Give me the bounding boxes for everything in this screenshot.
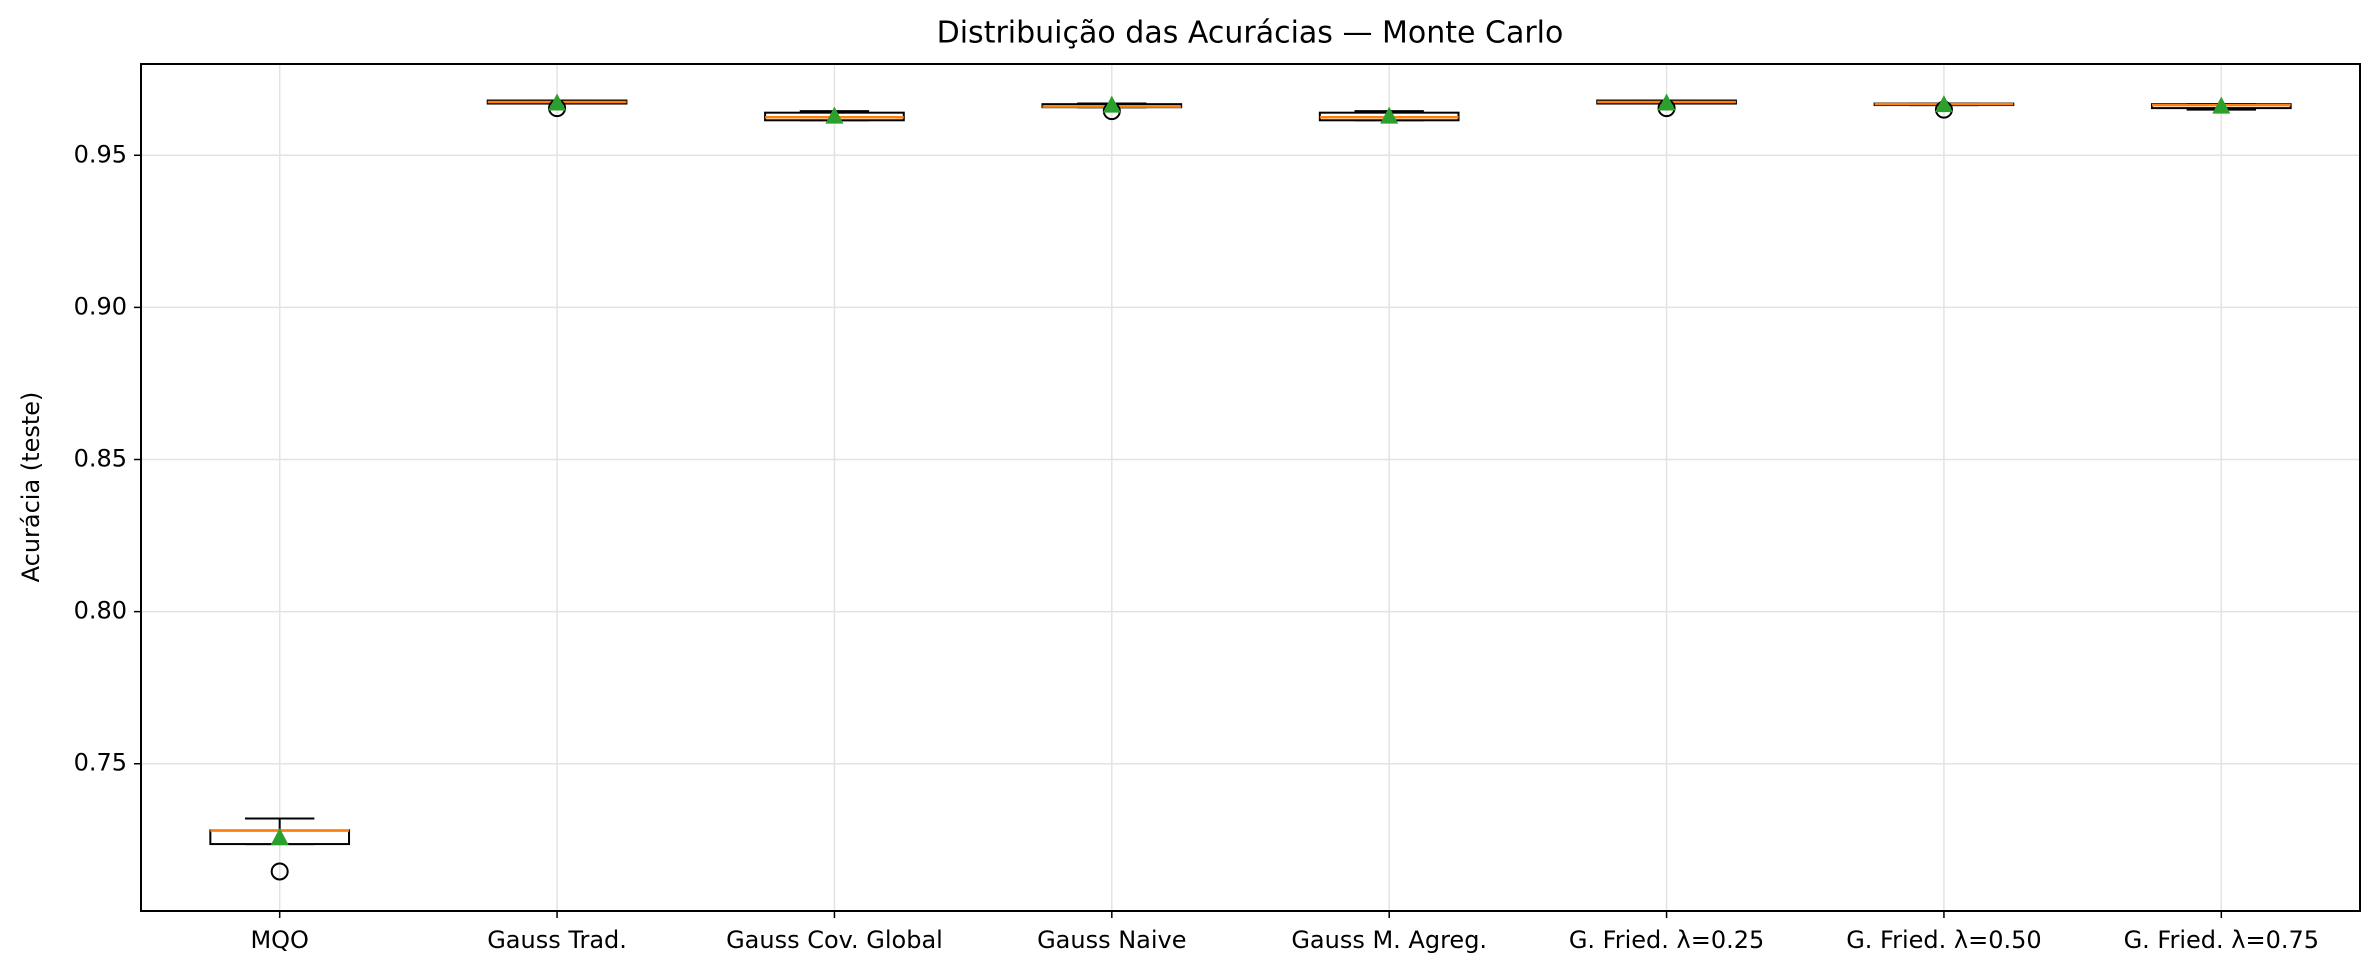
x-tick-label: G. Fried. λ=0.25 [1569,926,1764,954]
mean-marker [2212,96,2231,114]
y-axis-label: Acurácia (teste) [17,392,45,583]
mean-marker [548,93,567,111]
x-tick-label: Gauss Cov. Global [726,926,943,954]
mean-marker [1934,95,1953,113]
y-tick-label: 0.90 [74,292,127,320]
mean-marker [1102,95,1121,113]
chart-title: Distribuição das Acurácias — Monte Carlo [937,16,1564,51]
y-tick-label: 0.85 [74,445,127,473]
mean-marker [270,827,289,845]
x-tick-label: G. Fried. λ=0.50 [1846,926,2041,954]
y-tick-label: 0.75 [74,749,127,777]
x-tick-label: Gauss Naive [1037,926,1186,954]
x-tick-label: MQO [250,926,309,954]
mean-marker [1380,106,1399,124]
mean-marker [1657,93,1676,111]
mean-marker [825,106,844,124]
y-tick-label: 0.95 [74,140,127,168]
y-tick-label: 0.80 [74,597,127,625]
outlier [270,862,289,881]
x-tick-label: Gauss M. Agreg. [1291,926,1487,954]
plot-frame [140,63,2361,912]
x-tick-label: G. Fried. λ=0.75 [2124,926,2319,954]
x-tick-label: Gauss Trad. [487,926,627,954]
